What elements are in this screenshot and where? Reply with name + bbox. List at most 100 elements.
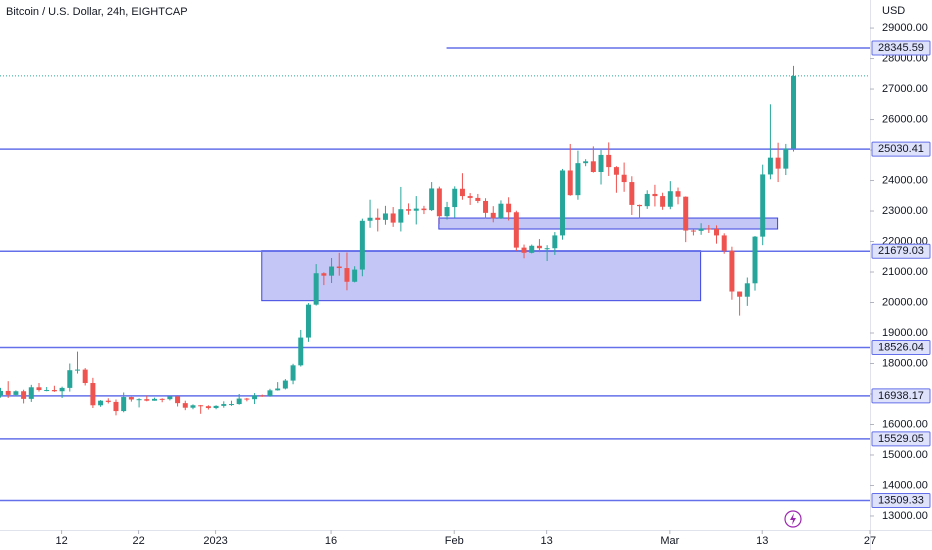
candle-body <box>98 400 104 406</box>
candle-body <box>629 182 635 205</box>
y-tick-label: 16000.00 <box>882 418 928 430</box>
candle-body <box>783 148 789 169</box>
candle-body <box>398 209 404 223</box>
candle-body <box>67 370 73 388</box>
candle-body <box>652 193 658 197</box>
candle-body <box>382 213 388 220</box>
candle-body <box>575 163 581 196</box>
candle-body <box>151 398 157 401</box>
candle-body <box>82 369 88 384</box>
candle-body <box>275 388 281 391</box>
candle-body <box>329 266 335 276</box>
y-tick-label: 23000.00 <box>882 205 928 217</box>
level-label-box <box>871 388 931 404</box>
candle-body <box>259 395 265 397</box>
candle-body <box>28 387 34 399</box>
candle-body <box>406 209 412 211</box>
x-tick-label: 13 <box>756 535 768 547</box>
candle-body <box>590 161 596 172</box>
candle-body <box>483 200 489 213</box>
candle-body <box>344 268 350 282</box>
candle-body <box>90 383 96 406</box>
y-tick-label: 15000.00 <box>882 449 928 461</box>
flash-icon[interactable] <box>784 510 802 528</box>
candle-body <box>775 157 781 169</box>
level-label-box <box>871 40 931 56</box>
candle-body <box>59 387 65 392</box>
level-label-box <box>871 243 931 259</box>
chart-title: Bitcoin / U.S. Dollar, 24h, EIGHTCAP <box>6 6 188 18</box>
candle-body <box>136 399 142 401</box>
candle-body <box>236 398 242 405</box>
candle-body <box>444 207 450 217</box>
candle-body <box>290 365 296 381</box>
candle-body <box>390 213 396 223</box>
candle-body <box>560 170 566 236</box>
candle-body <box>159 398 165 400</box>
y-tick-label: 13000.00 <box>882 510 928 522</box>
candle-body <box>228 404 234 406</box>
candle-body <box>667 191 673 207</box>
axis-unit: USD <box>882 5 905 17</box>
candle-body <box>105 400 111 402</box>
candle-body <box>182 403 188 408</box>
candle-body <box>706 228 712 230</box>
y-tick-label: 14000.00 <box>882 479 928 491</box>
candle-body <box>36 387 42 391</box>
y-tick-label: 26000.00 <box>882 113 928 125</box>
candle-body <box>190 405 196 408</box>
level-label-box <box>871 431 931 447</box>
candle-body <box>413 208 419 211</box>
candle-body <box>0 390 3 396</box>
level-label: 16938.17 <box>878 390 924 402</box>
candle-body <box>513 212 519 248</box>
candle-body <box>128 397 134 400</box>
zone <box>261 250 702 302</box>
candle-body <box>359 220 365 270</box>
plot-area <box>0 47 870 502</box>
x-tick-label: 12 <box>55 535 67 547</box>
candle-body <box>336 266 342 269</box>
candle-body <box>583 161 589 164</box>
candle-body <box>521 247 527 253</box>
candle-body <box>221 404 227 406</box>
zone <box>438 217 779 230</box>
candle-body <box>5 390 11 395</box>
level-label-box <box>871 141 931 157</box>
y-tick-label: 24000.00 <box>882 174 928 186</box>
y-tick-label: 20000.00 <box>882 296 928 308</box>
candle-body <box>613 167 619 175</box>
candle-body <box>467 196 473 198</box>
candle-body <box>760 174 766 237</box>
candle-body <box>198 405 204 407</box>
candle-body <box>167 396 173 400</box>
candle-body <box>567 170 573 196</box>
candle-body <box>21 391 27 399</box>
level-label: 21679.03 <box>878 245 924 257</box>
level-label: 13509.33 <box>878 494 924 506</box>
candle-body <box>367 217 373 221</box>
candle-body <box>714 229 720 236</box>
candle-body <box>752 236 758 284</box>
candle-body <box>44 390 50 392</box>
level-label-box <box>871 339 931 355</box>
x-tick-label: 22 <box>132 535 144 547</box>
level-label: 18526.04 <box>878 341 924 353</box>
candle-body <box>737 291 743 297</box>
x-tick-label: Feb <box>445 535 464 547</box>
candle-body <box>352 269 358 282</box>
candle-body <box>282 380 288 389</box>
candle-body <box>144 399 150 401</box>
candle-body <box>529 245 535 253</box>
candle-body <box>121 397 127 412</box>
candle-body <box>436 188 442 217</box>
candle-body <box>536 245 542 249</box>
candle-body <box>644 193 650 207</box>
candle-body <box>506 203 512 213</box>
candle-body <box>598 154 604 172</box>
candle-body <box>252 395 258 400</box>
candle-body <box>452 188 458 208</box>
candle-body <box>113 401 119 412</box>
candle-body <box>267 390 273 396</box>
